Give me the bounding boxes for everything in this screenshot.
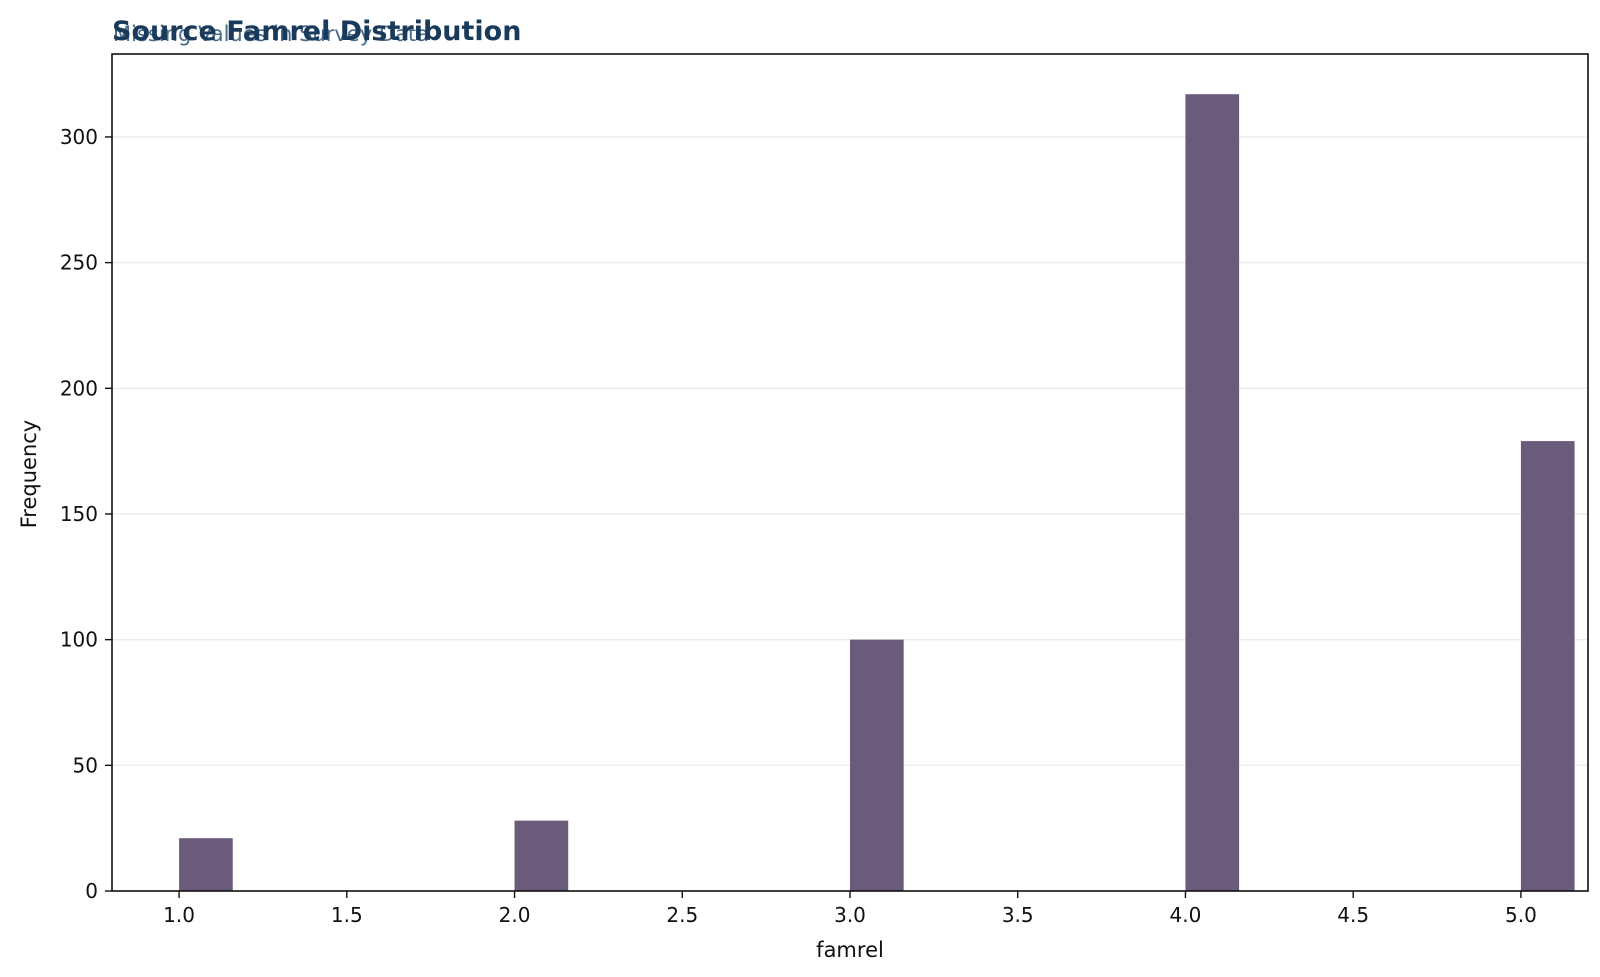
y-axis-label: Frequency — [17, 420, 41, 529]
y-tick-label: 100 — [60, 628, 98, 652]
bar-famrel-4.0 — [1185, 94, 1240, 892]
bar-famrel-1.0 — [179, 838, 233, 891]
x-tick-label: 4.0 — [1170, 903, 1202, 927]
y-tick-label: 250 — [60, 251, 98, 275]
x-axis-label: famrel — [816, 938, 884, 962]
bar-famrel-5.0 — [1520, 441, 1575, 891]
y-tick-label: 0 — [85, 879, 98, 903]
y-tick-label: 150 — [60, 502, 98, 526]
bar-layer — [179, 94, 1575, 892]
y-tick-label: 300 — [60, 125, 98, 149]
x-tick-label: 2.5 — [666, 903, 698, 927]
bar-famrel-2.0 — [514, 820, 569, 891]
chart-title: Source Famrel Distribution — [112, 16, 521, 47]
x-tick-label: 2.0 — [499, 903, 531, 927]
y-tick-label: 50 — [73, 753, 98, 777]
x-tick-label: 3.5 — [1002, 903, 1034, 927]
bar-famrel-3.0 — [850, 639, 904, 891]
grid-layer — [112, 136, 1588, 767]
chart-subtitle: Missing Values in Survey Data — [113, 22, 429, 46]
y-tick-label: 200 — [60, 376, 98, 400]
x-tick-label: 4.5 — [1337, 903, 1369, 927]
x-tick-label: 3.0 — [834, 903, 866, 927]
tick-layer: 0 50 100 150 200 250 300 1.0 1.5 2.0 2.5 3.0 3.5 4.0 4… — [60, 125, 1537, 927]
x-tick-label: 1.5 — [331, 903, 363, 927]
x-tick-label: 1.0 — [163, 903, 195, 927]
x-tick-label: 5.0 — [1505, 903, 1537, 927]
